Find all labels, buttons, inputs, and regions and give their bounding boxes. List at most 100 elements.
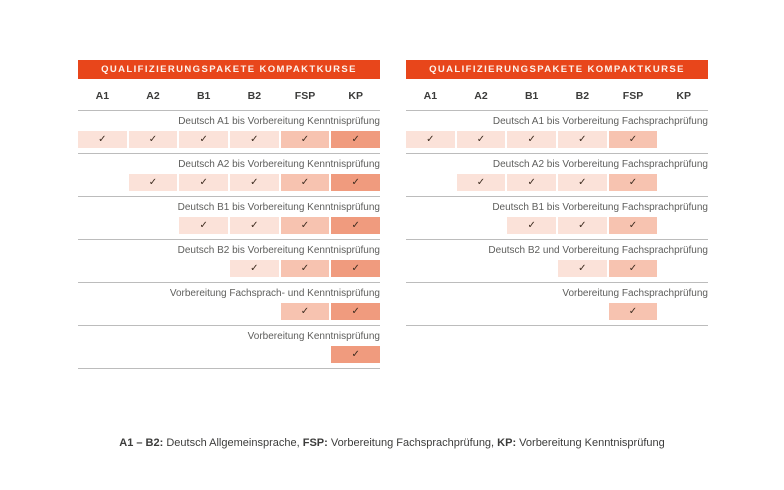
check-icon: ✓ bbox=[351, 219, 360, 231]
empty-cell bbox=[179, 303, 228, 320]
row-cells: ✓ ✓ ✓ ✓ bbox=[406, 174, 708, 191]
empty-cell bbox=[406, 303, 455, 320]
empty-cell bbox=[659, 174, 708, 191]
empty-cell bbox=[129, 303, 178, 320]
column-header-a1: A1 bbox=[95, 90, 110, 102]
qualification-table-fachsprachpruefung: QUALIFIZIERUNGSPAKETE KOMPAKTKURSE A1 A2 B… bbox=[406, 60, 708, 326]
check-icon: ✓ bbox=[300, 305, 310, 317]
check-cell: ✓ bbox=[608, 131, 658, 148]
check-icon: ✓ bbox=[250, 262, 259, 274]
legend-key: FSP: bbox=[302, 437, 328, 449]
empty-cell bbox=[659, 131, 708, 148]
check-cell: ✓ bbox=[608, 303, 658, 320]
column-header-b2: B2 bbox=[575, 90, 590, 102]
check-icon: ✓ bbox=[148, 133, 158, 145]
column-header-row: A1 A2 B1 B2 FSP KP bbox=[78, 90, 380, 111]
row-label: Deutsch B1 bis Vorbereitung Fachsprachpr… bbox=[492, 202, 708, 213]
empty-cell bbox=[281, 346, 330, 363]
column-header-fsp: FSP bbox=[622, 90, 644, 102]
check-cell: ✓ bbox=[558, 174, 607, 191]
table-title-bar: QUALIFIZIERUNGSPAKETE KOMPAKTKURSE bbox=[78, 60, 380, 79]
check-cell: ✓ bbox=[128, 174, 178, 191]
empty-cell bbox=[457, 260, 506, 277]
row-label: Deutsch A1 bis Vorbereitung Fachsprachpr… bbox=[492, 116, 708, 127]
table-row: Deutsch B1 bis Vorbereitung Kenntnisprüf… bbox=[78, 197, 380, 240]
row-label: Deutsch A1 bis Vorbereitung Kenntnisprüf… bbox=[178, 116, 380, 127]
check-cell: ✓ bbox=[507, 131, 556, 148]
check-icon: ✓ bbox=[578, 262, 587, 274]
legend-value: Vorbereitung Kenntnisprüfung bbox=[516, 437, 665, 449]
table-title-bar: QUALIFIZIERUNGSPAKETE KOMPAKTKURSE bbox=[406, 60, 708, 79]
check-icon: ✓ bbox=[578, 133, 587, 145]
check-icon: ✓ bbox=[628, 219, 638, 231]
table-title: QUALIFIZIERUNGSPAKETE KOMPAKTKURSE bbox=[429, 64, 685, 75]
legend: A1 – B2: Deutsch Allgemeinsprache, FSP: … bbox=[0, 437, 784, 449]
table-row: Deutsch A2 bis Vorbereitung Fachsprachpr… bbox=[406, 154, 708, 197]
check-cell: ✓ bbox=[456, 131, 506, 148]
column-header-kp: KP bbox=[348, 90, 363, 102]
column-header-kp: KP bbox=[676, 90, 691, 102]
table-row: Vorbereitung Fachsprachprüfung ✓ bbox=[406, 283, 708, 326]
column-header-b1: B1 bbox=[524, 90, 539, 102]
empty-cell bbox=[179, 260, 228, 277]
row-cells: ✓ ✓ ✓ ✓ ✓ bbox=[406, 131, 708, 148]
column-header-fsp: FSP bbox=[294, 90, 316, 102]
table-row: Deutsch A2 bis Vorbereitung Kenntnisprüf… bbox=[78, 154, 380, 197]
row-label: Vorbereitung Fachsprachprüfung bbox=[562, 288, 708, 299]
table-row: Vorbereitung Fachsprach- und Kenntnisprü… bbox=[78, 283, 380, 326]
check-cell: ✓ bbox=[179, 217, 228, 234]
column-header-b2: B2 bbox=[247, 90, 262, 102]
check-icon: ✓ bbox=[628, 176, 638, 188]
empty-cell bbox=[129, 346, 178, 363]
legend-value: Deutsch Allgemeinsprache, bbox=[163, 437, 303, 449]
empty-cell bbox=[230, 303, 279, 320]
check-icon: ✓ bbox=[527, 176, 536, 188]
check-cell: ✓ bbox=[331, 217, 380, 234]
row-cells: ✓ ✓ bbox=[406, 260, 708, 277]
check-cell: ✓ bbox=[558, 131, 607, 148]
check-icon: ✓ bbox=[300, 262, 310, 274]
legend-key: KP: bbox=[497, 437, 517, 449]
check-icon: ✓ bbox=[628, 133, 638, 145]
check-cell: ✓ bbox=[331, 174, 380, 191]
empty-cell bbox=[129, 260, 178, 277]
check-cell: ✓ bbox=[558, 260, 607, 277]
check-icon: ✓ bbox=[426, 133, 435, 145]
check-icon: ✓ bbox=[351, 305, 360, 317]
empty-cell bbox=[406, 260, 455, 277]
column-header-a2: A2 bbox=[474, 90, 488, 102]
row-cells: ✓ ✓ ✓ bbox=[78, 260, 380, 277]
check-cell: ✓ bbox=[456, 174, 506, 191]
row-cells: ✓ ✓ bbox=[78, 303, 380, 320]
empty-cell bbox=[558, 303, 607, 320]
check-cell: ✓ bbox=[179, 131, 228, 148]
table-row: Deutsch A1 bis Vorbereitung Kenntnisprüf… bbox=[78, 111, 380, 154]
check-icon: ✓ bbox=[578, 219, 587, 231]
empty-cell bbox=[78, 260, 127, 277]
check-icon: ✓ bbox=[98, 133, 107, 145]
empty-cell bbox=[406, 174, 455, 191]
check-cell: ✓ bbox=[230, 217, 279, 234]
check-icon: ✓ bbox=[250, 133, 259, 145]
table-title: QUALIFIZIERUNGSPAKETE KOMPAKTKURSE bbox=[101, 64, 357, 75]
check-icon: ✓ bbox=[351, 348, 360, 360]
empty-cell bbox=[78, 217, 127, 234]
row-cells: ✓ bbox=[406, 303, 708, 320]
check-icon: ✓ bbox=[250, 219, 259, 231]
row-label: Deutsch B1 bis Vorbereitung Kenntnisprüf… bbox=[177, 202, 380, 213]
check-cell: ✓ bbox=[331, 303, 380, 320]
check-cell: ✓ bbox=[507, 217, 556, 234]
empty-cell bbox=[659, 303, 708, 320]
check-icon: ✓ bbox=[199, 133, 208, 145]
row-label: Deutsch A2 bis Vorbereitung Fachsprachpr… bbox=[492, 159, 708, 170]
check-cell: ✓ bbox=[608, 174, 658, 191]
row-cells: ✓ ✓ ✓ bbox=[406, 217, 708, 234]
check-cell: ✓ bbox=[331, 346, 380, 363]
column-header-a1: A1 bbox=[423, 90, 438, 102]
check-icon: ✓ bbox=[199, 219, 208, 231]
empty-cell bbox=[78, 346, 127, 363]
row-label: Deutsch A2 bis Vorbereitung Kenntnisprüf… bbox=[178, 159, 380, 170]
check-icon: ✓ bbox=[527, 133, 536, 145]
check-cell: ✓ bbox=[280, 174, 330, 191]
empty-cell bbox=[78, 174, 127, 191]
